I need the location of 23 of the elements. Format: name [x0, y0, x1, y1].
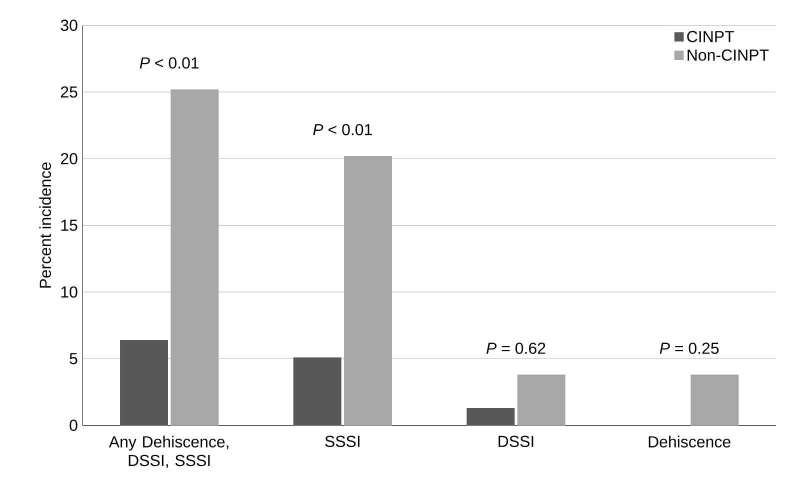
- bar: [120, 340, 168, 426]
- y-tick-label: 15: [61, 220, 78, 231]
- y-axis-title: Percent incidence: [39, 162, 51, 288]
- bar: [466, 408, 515, 426]
- x-tick-label: SSSI: [325, 436, 360, 448]
- y-tick-label: 30: [60, 20, 78, 31]
- annotation: P = 0.62: [486, 342, 546, 354]
- annotation: P = 0.25: [660, 342, 719, 354]
- x-tick-label: Any Dehiscence, DSSI, SSSI: [108, 436, 228, 468]
- annotation: P < 0.01: [140, 57, 199, 69]
- y-tick-label: 25: [60, 86, 78, 98]
- y-tick-label: 5: [70, 353, 78, 364]
- bar: [517, 374, 566, 426]
- legend-label: Non-CINPT: [688, 49, 769, 61]
- bar: [690, 374, 739, 426]
- y-tick-label: 0: [70, 420, 78, 431]
- annotation: P < 0.01: [313, 124, 372, 136]
- bar: [293, 357, 342, 426]
- y-tick-label: 20: [60, 153, 78, 164]
- y-tick-label: 10: [61, 286, 78, 298]
- legend-label: CINPT: [687, 30, 734, 42]
- x-tick-label: DSSI: [498, 436, 534, 448]
- x-tick-label: Dehiscence: [648, 436, 730, 448]
